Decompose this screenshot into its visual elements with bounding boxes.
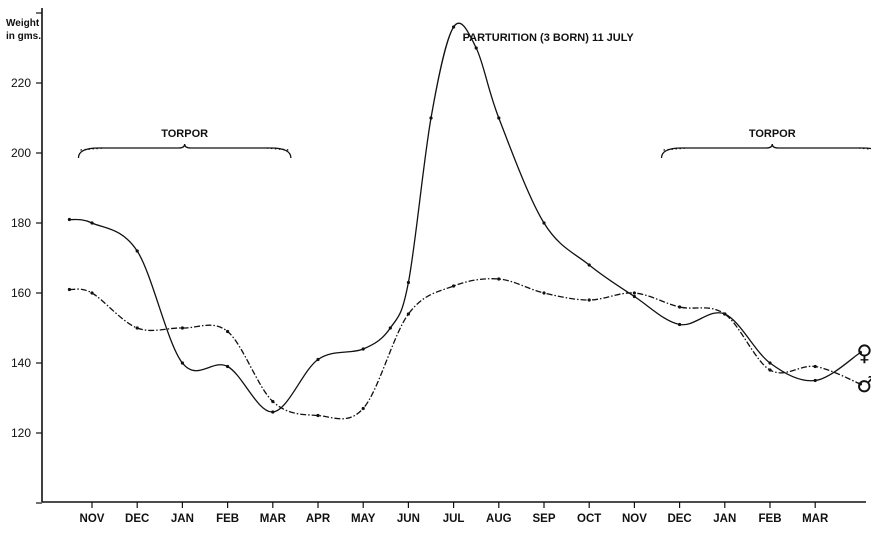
x-tick-label-11: OCT — [577, 513, 601, 525]
data-point-0-9 — [406, 280, 410, 285]
data-point-0-19 — [768, 361, 772, 365]
data-point-0-16 — [632, 294, 637, 299]
series-line-0 — [69, 22, 861, 413]
torpor-label-0: TORPOR — [161, 128, 208, 140]
x-tick-label-4: MAR — [260, 513, 287, 525]
data-point-1-1 — [90, 291, 94, 295]
data-point-1-12 — [587, 298, 591, 302]
data-point-1-5 — [271, 399, 275, 404]
data-point-1-15 — [723, 312, 727, 316]
data-point-1-16 — [768, 368, 772, 372]
torpor-brace-0 — [77, 143, 292, 159]
x-tick-label-14: JAN — [713, 513, 736, 525]
x-tick-label-13: DEC — [667, 513, 691, 525]
y-ticks: 120 140 160 180 200 220 — [11, 12, 42, 504]
y-axis-label-line1: Weight — [6, 18, 40, 29]
data-point-0-4 — [226, 364, 230, 369]
x-tick-label-2: JAN — [171, 513, 194, 525]
series-line-1 — [69, 278, 861, 420]
x-tick-label-6: MAY — [351, 513, 376, 525]
data-point-0-10 — [429, 116, 433, 120]
parturition-label: PARTURITION (3 BORN) 11 JULY — [463, 32, 635, 44]
torpor-label-1: TORPOR — [749, 128, 796, 140]
x-tick-label-1: DEC — [125, 513, 149, 525]
annotations: TORPOR TORPOR PARTURITION (3 BORN) 11 JULY — [161, 32, 796, 140]
data-point-0-17 — [678, 322, 682, 327]
data-point-1-18 — [858, 382, 863, 386]
x-tick-label-8: JUL — [443, 513, 465, 525]
data-point-0-14 — [542, 221, 546, 225]
x-tick-label-7: JUN — [397, 513, 420, 525]
x-tick-label-3: FEB — [216, 513, 239, 525]
data-point-0-8 — [388, 326, 392, 330]
y-tick-label-220: 220 — [11, 76, 31, 90]
y-axis-label-line2: in gms. — [6, 31, 41, 42]
data-point-0-6 — [316, 357, 320, 362]
data-point-0-12 — [474, 46, 478, 50]
x-tick-label-5: APR — [306, 513, 331, 525]
y-tick-label-180: 180 — [11, 216, 31, 230]
data-point-1-8 — [406, 312, 410, 316]
x-ticks: NOV DEC JAN FEB MAR APR MAY JUN JUL AUG SEP OCT NOV D… — [80, 502, 829, 525]
data-point-0-21 — [858, 350, 863, 355]
data-point-1-14 — [678, 305, 682, 309]
data-point-0-20 — [813, 378, 817, 383]
data-point-0-13 — [497, 116, 501, 120]
data-point-0-5 — [271, 410, 275, 414]
x-tick-label-12: NOV — [622, 513, 647, 525]
x-tick-label-10: SEP — [532, 513, 555, 525]
data-point-0-1 — [90, 221, 94, 225]
data-point-1-2 — [135, 326, 139, 330]
y-tick-label-200: 200 — [11, 146, 31, 160]
data-point-0-7 — [361, 347, 365, 351]
x-tick-label-16: MAR — [802, 513, 829, 525]
data-point-1-6 — [316, 413, 320, 418]
data-point-1-10 — [497, 277, 501, 281]
data-point-1-0 — [67, 287, 71, 292]
data-point-1-4 — [226, 329, 230, 334]
x-tick-label-0: NOV — [80, 513, 105, 525]
data-point-1-9 — [452, 284, 456, 288]
torpor-braces — [77, 143, 871, 159]
y-tick-label-120: 120 — [11, 426, 31, 440]
x-tick-label-9: AUG — [486, 513, 512, 525]
series-symbol-0: ♀ — [856, 342, 871, 367]
x-tick-label-15: FEB — [759, 513, 782, 525]
y-tick-label-140: 140 — [11, 356, 31, 370]
series-symbol-1: ♂ — [856, 373, 871, 398]
axes — [41, 8, 866, 503]
y-tick-label-160: 160 — [11, 286, 31, 300]
data-point-1-17 — [813, 364, 817, 369]
data-point-1-3 — [180, 326, 184, 330]
series-lines — [67, 22, 863, 420]
torpor-brace-1 — [660, 143, 871, 159]
data-point-1-7 — [361, 406, 365, 411]
series-symbols: ♀♂ — [856, 342, 871, 399]
data-point-1-13 — [632, 291, 637, 295]
data-point-1-11 — [542, 291, 546, 295]
data-point-0-15 — [587, 263, 591, 267]
data-point-0-2 — [135, 249, 139, 253]
data-point-0-11 — [452, 25, 456, 29]
data-point-0-3 — [180, 361, 184, 365]
data-point-0-0 — [67, 217, 71, 222]
